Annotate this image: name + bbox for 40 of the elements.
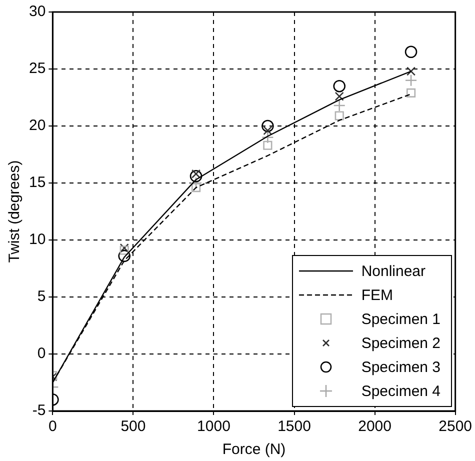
x-tick-label: 500 <box>120 418 146 436</box>
point <box>404 74 418 87</box>
y-tick-label: 0 <box>37 345 46 362</box>
y-tick-label: 10 <box>28 231 46 248</box>
point <box>333 99 346 112</box>
point <box>120 243 129 253</box>
point <box>406 88 416 98</box>
point <box>190 170 202 182</box>
y-tick-label: 25 <box>28 60 46 78</box>
y-tick-label: -5 <box>32 402 46 420</box>
x-axis-title: Force (N) <box>222 441 286 458</box>
point <box>406 66 416 76</box>
point <box>118 250 131 262</box>
legend-label: Specimen 2 <box>361 334 441 352</box>
legend-label: Specimen 1 <box>361 310 441 328</box>
x-tick-label: 2000 <box>358 418 392 436</box>
point <box>334 92 344 101</box>
legend-label: Specimen 4 <box>361 382 441 400</box>
x-tick-label: 0 <box>48 418 57 436</box>
y-tick-label: 15 <box>28 174 46 192</box>
x-tick-label: 1000 <box>197 418 230 436</box>
point <box>404 46 418 58</box>
legend-label: Nonlinear <box>361 262 426 280</box>
y-tick-label: 5 <box>37 288 46 306</box>
point <box>190 176 202 190</box>
point <box>120 246 129 255</box>
y-axis-title: Twist (degrees) <box>6 160 24 263</box>
y-tick-label: 20 <box>28 117 46 134</box>
point <box>191 169 201 178</box>
point <box>263 140 272 150</box>
point <box>262 131 274 144</box>
legend-label: FEM <box>361 286 393 304</box>
point <box>333 80 346 92</box>
legend-label: Specimen 3 <box>361 358 441 376</box>
point <box>191 183 201 192</box>
x-tick-label: 2500 <box>438 418 472 436</box>
point <box>334 111 344 120</box>
point <box>262 120 274 132</box>
y-tick-label: 30 <box>28 3 46 20</box>
x-tick-label: 1500 <box>278 418 311 436</box>
